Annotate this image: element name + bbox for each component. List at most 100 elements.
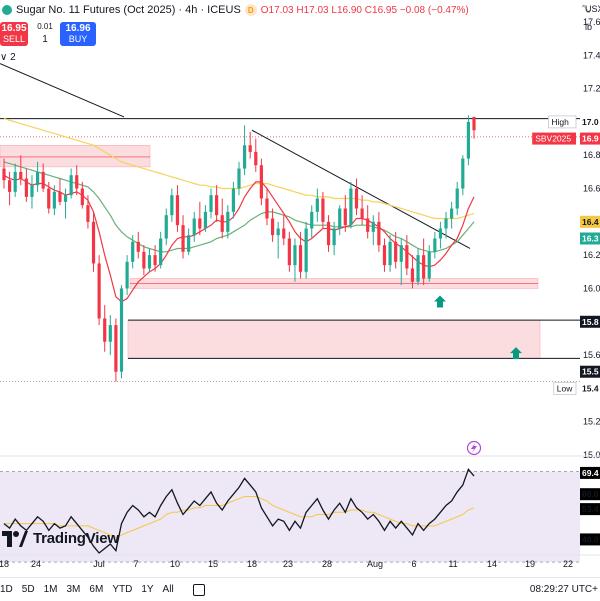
range-1d[interactable]: 1D [0,584,13,595]
candle-body [416,255,420,282]
time-axis[interactable]: 18 24 Jul 7 10 15 18 23 28 Aug 6 11 14 19 22 [0,554,600,569]
candle-body [293,245,297,266]
range-5d[interactable]: 5D [21,584,35,595]
rsi-value-tag [580,503,600,516]
candle-body [304,228,308,272]
time-tick-label: 22 [563,559,573,569]
calendar-icon[interactable] [192,583,205,596]
candle-body [170,195,174,216]
range-6m[interactable]: 6M [89,584,104,595]
candle-body [2,168,6,181]
rsi-band [0,471,580,563]
rsi-ma-line [4,496,475,538]
candle-body [52,191,56,209]
quantity-value[interactable]: 1 [42,34,48,45]
candle-body [450,208,454,219]
price-tag [580,132,600,145]
range-1y[interactable]: 1Y [141,584,154,595]
candle-body [175,195,180,226]
candle-body [181,225,185,252]
candle-body [254,151,258,166]
tradingview-logo[interactable]: TradingView [2,530,119,547]
candle-body [349,188,353,226]
price-tick-label: 15.0 [583,450,600,460]
range-all[interactable]: All [162,584,174,595]
utc-clock[interactable]: 08:29:27 UTC+ [529,584,598,595]
price-tick-label: 17.4 [583,50,600,60]
buy-button[interactable]: 16.96 BUY [60,22,96,46]
support-resistance-zones [0,144,541,359]
candle-body [433,238,437,252]
candle-body [114,325,118,372]
candle-body [399,245,403,262]
watermark-text: TradingView [33,530,119,547]
time-tick-label: 18 [0,559,9,569]
chart-canvas[interactable]: 17.6 17.4 17.2 17.0 16.8 16.6 16.4 16.2 16.0 15.8… [0,0,600,577]
lightning-icon [471,443,477,453]
candle-body [86,205,90,222]
candle-body [19,171,23,179]
candle-body [332,228,336,246]
time-tick-label: 7 [133,559,138,569]
candle-body [242,145,247,169]
range-3m[interactable]: 3M [66,584,81,595]
candle-body [63,195,68,202]
market-open-icon [2,5,12,15]
price-tag-text: 16.3 [582,234,599,244]
expand-icon[interactable]: ⤡ [582,4,590,15]
price-tag-name-text: Low [557,383,573,393]
time-tick-label: 18 [247,559,257,569]
candle-body [24,178,28,197]
rsi-line [3,467,475,554]
range-ytd[interactable]: YTD [112,584,133,595]
candle-body [371,221,375,232]
price-tag [580,232,600,245]
time-tick-label: 6 [411,559,416,569]
price-tag-text: 15.4 [582,383,599,393]
range-1m[interactable]: 1M [43,584,58,595]
candle-body [75,175,79,189]
candle-body [405,245,409,269]
price-tick-label: 15.6 [583,350,600,360]
unit-label: lb [585,22,593,32]
candle-body [187,235,191,252]
candle-body [7,180,12,192]
rsi-pane[interactable]: 69.4 60.0 53.4 40.0 [0,440,600,563]
downtrend-line [251,129,471,249]
price-tag [580,382,600,395]
candle-body [35,171,40,186]
currency-label[interactable]: USX [585,4,600,14]
symbol-title[interactable]: Sugar No. 11 Futures (Oct 2025) · 4h · I… [16,4,241,16]
candle-body [119,288,124,372]
sell-price: 16.95 [1,23,27,34]
symbol-legend[interactable]: Sugar No. 11 Futures (Oct 2025) · 4h · I… [0,4,469,16]
indicators-collapse-toggle[interactable]: ∨ 2 [0,52,16,63]
price-tag-text: 17.0 [582,117,599,127]
price-tick-label: 15.2 [583,417,600,427]
price-tick-label: 16.8 [583,150,600,160]
rsi-value-tag [580,533,600,546]
candle-body [438,228,443,239]
candle-body [125,261,129,289]
candle-body [30,185,34,197]
candle-body [231,188,236,212]
candle-body [466,121,471,159]
candle-body [427,251,431,279]
time-tick-label: 23 [283,559,293,569]
candle-body [103,318,107,342]
range-bar: 1D 5D 1M 3M 6M YTD 1Y All 08:29:27 UTC+ [0,577,600,601]
price-tag-name [553,382,577,395]
time-tick-label: 28 [322,559,332,569]
candle-body [91,221,96,264]
horizontal-levels [0,118,580,383]
candle-body [276,228,280,236]
candle-body [248,145,252,152]
high-value: H17.03 [296,4,329,16]
sell-button[interactable]: 16.95 SELL [0,22,28,46]
price-tick-label: 16.0 [583,283,600,293]
price-tag-text: 16.9 [582,134,599,144]
buy-arrow-icon [434,295,446,308]
price-tag-name-text: SBV2025 [535,134,571,144]
delayed-data-badge[interactable]: D [244,4,257,16]
rsi-tick-label: 60.0 [582,489,599,499]
